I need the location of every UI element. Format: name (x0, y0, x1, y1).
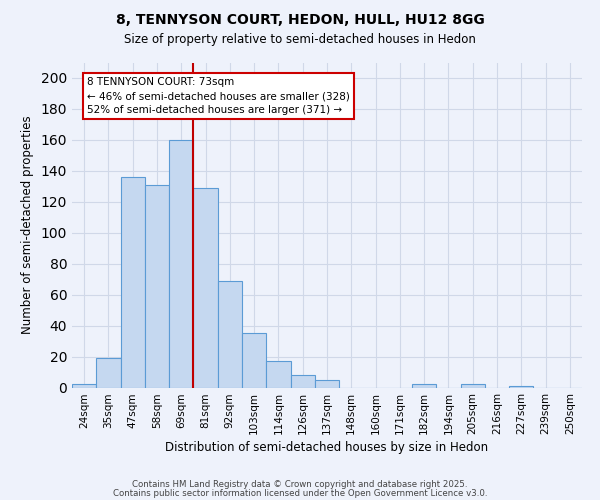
Bar (72, 384, 96, 388)
Bar (218, 280, 242, 388)
Text: 8, TENNYSON COURT, HEDON, HULL, HU12 8GG: 8, TENNYSON COURT, HEDON, HULL, HU12 8GG (116, 12, 484, 26)
Text: 8 TENNYSON COURT: 73sqm
← 46% of semi-detached houses are smaller (328)
52% of s: 8 TENNYSON COURT: 73sqm ← 46% of semi-de… (88, 77, 350, 115)
Bar (169, 140, 193, 388)
Bar (461, 384, 485, 388)
Text: Contains public sector information licensed under the Open Government Licence v3: Contains public sector information licen… (113, 489, 487, 498)
Text: Contains HM Land Registry data © Crown copyright and database right 2025.: Contains HM Land Registry data © Crown c… (132, 480, 468, 489)
Y-axis label: Number of semi-detached properties: Number of semi-detached properties (20, 116, 34, 334)
X-axis label: Distribution of semi-detached houses by size in Hedon: Distribution of semi-detached houses by … (166, 442, 488, 454)
Bar (266, 361, 290, 388)
Bar (96, 358, 121, 388)
Text: Size of property relative to semi-detached houses in Hedon: Size of property relative to semi-detach… (124, 32, 476, 46)
Bar (412, 384, 436, 388)
Bar (242, 334, 266, 388)
Bar (315, 380, 339, 388)
Bar (121, 177, 145, 388)
Bar (193, 188, 218, 388)
Bar (290, 375, 315, 388)
Bar (509, 386, 533, 388)
Bar (145, 185, 169, 388)
